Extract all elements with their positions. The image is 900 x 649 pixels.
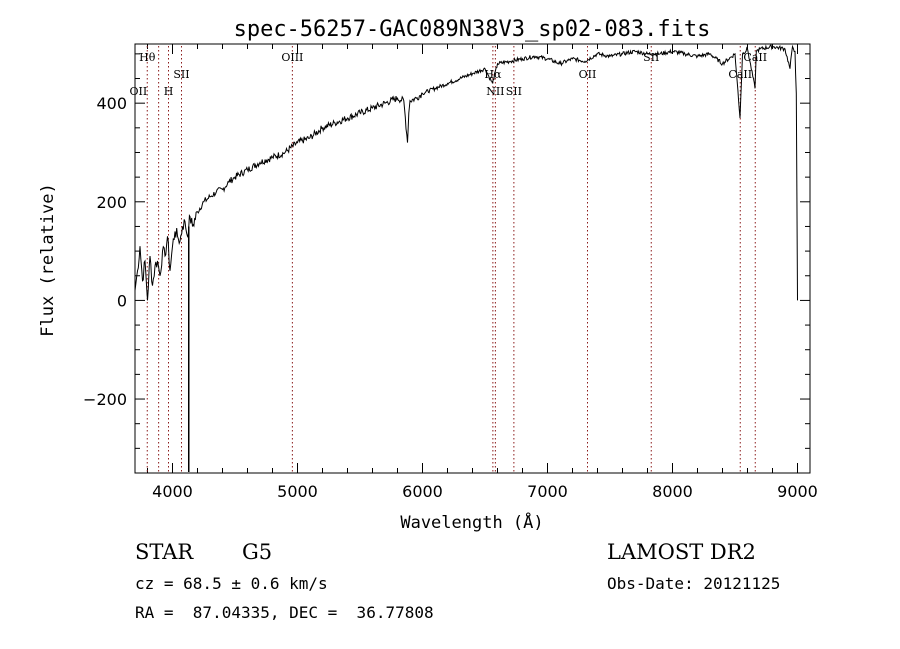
x-tick-label: 6000 [402, 482, 443, 501]
redshift-cz: cz = 68.5 ± 0.6 km/s [135, 574, 328, 593]
line-marker-label: Hθ [139, 51, 156, 64]
line-marker-label: H [164, 85, 174, 98]
x-tick-label: 4000 [152, 482, 193, 501]
chart-title: spec-56257-GAC089N38V3_sp02-083.fits [234, 17, 711, 42]
line-marker-label: OIII [281, 51, 303, 64]
survey-name: LAMOST DR2 [607, 540, 756, 564]
line-marker-label: Hα [484, 68, 502, 81]
spectrum-series [134, 44, 798, 301]
x-tick-label: 8000 [652, 482, 693, 501]
y-tick-label: 200 [96, 193, 127, 212]
y-tick-label: 400 [96, 94, 127, 113]
line-marker-label: SII [643, 51, 659, 64]
line-marker-label: CaII [728, 68, 752, 81]
object-subclass: G5 [242, 540, 273, 564]
line-marker-label: NII [486, 85, 504, 98]
x-tick-label: 5000 [277, 482, 318, 501]
y-axis: −200 0 200 400 [83, 53, 810, 449]
ra-dec: RA = 87.04335, DEC = 36.77808 [135, 603, 434, 622]
line-marker-label: SII [173, 68, 189, 81]
x-tick-label: 9000 [777, 482, 818, 501]
x-tick-label: 7000 [527, 482, 568, 501]
line-marker-label: SII [506, 85, 522, 98]
line-marker-label: OII [130, 85, 148, 98]
line-marker-label: OII [579, 68, 597, 81]
x-axis: 4000 5000 6000 7000 8000 9000 [147, 44, 818, 501]
object-class: STAR [135, 540, 194, 564]
plot-frame [134, 43, 811, 474]
obs-date: Obs-Date: 20121125 [607, 574, 781, 593]
line-marker-label: CaII [743, 51, 767, 64]
y-tick-label: −200 [83, 390, 127, 409]
x-axis-label: Wavelength (Å) [400, 511, 543, 533]
y-axis-label: Flux (relative) [38, 183, 58, 337]
y-tick-label: 0 [117, 291, 127, 310]
